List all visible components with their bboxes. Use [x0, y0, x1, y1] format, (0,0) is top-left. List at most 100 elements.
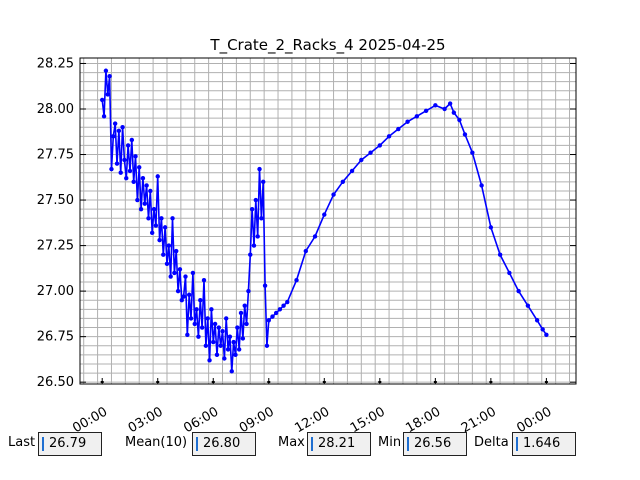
data-point: [203, 343, 209, 348]
data-point: [137, 165, 142, 170]
data-point: [185, 332, 190, 338]
data-point: [255, 234, 260, 239]
data-point: [442, 106, 447, 112]
data-point: [144, 183, 149, 188]
data-point: [199, 325, 205, 330]
mean-value-field[interactable]: 26.80: [192, 432, 256, 456]
data-point: [259, 216, 264, 221]
data-point: [181, 294, 186, 299]
data-point: [105, 92, 110, 97]
data-point: [534, 318, 540, 323]
data-point: [340, 179, 346, 185]
data-point: [170, 216, 175, 221]
data-point: [125, 143, 131, 148]
data-point: [462, 132, 468, 137]
data-point: [248, 252, 253, 257]
data-point: [273, 310, 279, 316]
max-label: Max: [278, 435, 305, 450]
data-point: [162, 225, 168, 230]
last-value-field[interactable]: 26.79: [38, 432, 102, 456]
y-tick-label: 28.00: [37, 102, 74, 117]
data-point: [312, 234, 318, 239]
data-point: [479, 183, 484, 188]
data-point: [377, 143, 383, 148]
mean-label: Mean(10): [125, 435, 188, 450]
data-point: [103, 68, 109, 73]
y-tick-label: 28.25: [37, 56, 74, 71]
grid: [80, 58, 576, 384]
data-point: [231, 339, 236, 345]
data-point: [249, 206, 255, 212]
data-point: [142, 201, 147, 206]
data-point: [212, 321, 218, 327]
data-point: [198, 298, 203, 303]
max-value-field[interactable]: 28.21: [307, 432, 371, 456]
data-point: [540, 327, 545, 332]
data-point: [127, 168, 133, 174]
data-point: [186, 292, 192, 297]
data-point: [216, 325, 222, 330]
data-point: [423, 108, 429, 114]
data-point: [116, 128, 122, 134]
data-point: [261, 179, 266, 185]
data-point: [331, 192, 336, 197]
data-point: [174, 248, 179, 254]
data-point: [516, 288, 521, 294]
data-point: [179, 298, 184, 303]
data-point: [244, 321, 249, 327]
data-point: [322, 212, 327, 217]
data-point: [107, 74, 112, 79]
data-point: [135, 197, 140, 203]
data-point: [159, 216, 164, 221]
data-point: [146, 216, 151, 221]
data-point: [285, 299, 290, 305]
tick-marks: [80, 62, 576, 384]
plot-frame: [79, 57, 577, 385]
data-point: [238, 310, 244, 316]
delta-label: Delta: [474, 435, 509, 450]
data-point: [172, 270, 177, 276]
data-point: [497, 252, 503, 257]
data-point: [229, 369, 234, 374]
data-point: [222, 356, 227, 361]
data-point: [236, 347, 242, 352]
data-point: [253, 197, 259, 203]
data-point: [242, 303, 247, 308]
y-tick-label: 27.00: [37, 284, 74, 299]
data-point: [447, 101, 453, 106]
data-point: [209, 307, 214, 312]
data-point: [205, 316, 210, 321]
data-point: [218, 343, 223, 348]
last-label: Last: [8, 435, 36, 450]
data-point: [233, 352, 238, 358]
data-point: [183, 274, 188, 279]
data-point: [224, 316, 229, 321]
data-point: [112, 121, 118, 126]
data-point: [251, 243, 257, 248]
data-point: [168, 274, 173, 279]
data-point: [118, 170, 123, 175]
min-label: Min: [378, 435, 402, 450]
data-point: [151, 206, 157, 212]
data-point: [359, 157, 364, 163]
data-point: [101, 114, 107, 119]
data-point: [488, 225, 494, 230]
y-tick-label: 27.25: [37, 239, 74, 254]
data-point: [544, 332, 549, 338]
y-tick-label: 27.50: [37, 193, 74, 208]
data-point: [161, 252, 166, 257]
data-point: [227, 334, 233, 339]
data-point: [166, 243, 172, 248]
y-axis-labels: 26.50 26.75 27.00 27.25 27.50 27.75 28.00 28.25: [37, 56, 74, 390]
data-point: [157, 237, 162, 243]
data-point: [433, 103, 438, 108]
data-point: [240, 336, 246, 341]
chart-title: T_Crate_2_Racks_4 2025-04-25: [209, 36, 445, 55]
data-point: [192, 321, 197, 327]
data-point: [246, 288, 251, 294]
data-point: [175, 288, 181, 294]
min-value-field[interactable]: 26.56: [403, 432, 467, 456]
data-series: [100, 68, 549, 374]
delta-value-field[interactable]: 1.646: [512, 432, 576, 456]
y-tick-label: 26.50: [37, 375, 74, 390]
